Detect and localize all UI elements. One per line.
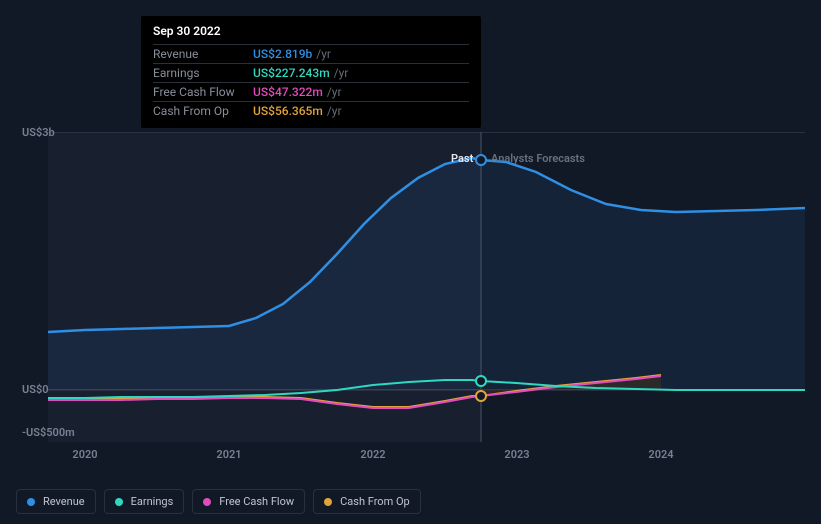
legend-item[interactable]: Earnings <box>104 489 185 514</box>
forecast-label: Analysts Forecasts <box>491 152 585 165</box>
chart-area: US$3b US$0 -US$500m 2020 2021 2022 2023 2024 P… <box>16 120 805 460</box>
y-axis-label: US$0 <box>22 383 49 396</box>
legend-item[interactable]: Cash From Op <box>313 489 421 514</box>
x-axis-label: 2022 <box>360 448 385 461</box>
legend-item[interactable]: Revenue <box>16 489 96 514</box>
chart-svg <box>16 120 805 460</box>
y-axis-label: -US$500m <box>22 426 75 439</box>
tooltip-row-label: Cash From Op <box>153 104 253 118</box>
tooltip-date: Sep 30 2022 <box>153 24 469 38</box>
legend-item[interactable]: Free Cash Flow <box>192 489 305 514</box>
x-axis-label: 2023 <box>504 448 529 461</box>
tooltip-row: RevenueUS$2.819b/yr <box>153 44 469 63</box>
legend-dot-icon <box>115 498 123 506</box>
legend-label: Free Cash Flow <box>219 495 294 508</box>
tooltip-row-value: US$56.365m <box>253 104 323 118</box>
legend-label: Cash From Op <box>340 495 410 508</box>
legend-dot-icon <box>203 498 211 506</box>
tooltip-row: Cash From OpUS$56.365m/yr <box>153 101 469 120</box>
tooltip-row: EarningsUS$227.243m/yr <box>153 63 469 82</box>
legend-label: Revenue <box>43 495 85 508</box>
legend: Revenue Earnings Free Cash Flow Cash From O… <box>16 489 421 514</box>
x-axis-label: 2024 <box>648 448 673 461</box>
tooltip-row-value: US$227.243m <box>253 66 330 80</box>
tooltip-row-unit: /yr <box>327 85 342 99</box>
tooltip-row-value: US$2.819b <box>253 47 312 61</box>
x-axis-label: 2021 <box>216 448 241 461</box>
legend-label: Earnings <box>131 495 174 508</box>
tooltip-row-value: US$47.322m <box>253 85 323 99</box>
legend-dot-icon <box>27 498 35 506</box>
x-axis-label: 2020 <box>72 448 97 461</box>
legend-dot-icon <box>324 498 332 506</box>
tooltip-row-unit: /yr <box>327 104 342 118</box>
tooltip-row: Free Cash FlowUS$47.322m/yr <box>153 82 469 101</box>
past-label: Past <box>451 152 473 165</box>
chart-tooltip: Sep 30 2022 RevenueUS$2.819b/yrEarningsU… <box>141 16 481 128</box>
tooltip-row-unit: /yr <box>334 66 349 80</box>
tooltip-row-label: Earnings <box>153 66 253 80</box>
y-axis-label: US$3b <box>22 126 55 139</box>
tooltip-row-label: Revenue <box>153 47 253 61</box>
tooltip-row-label: Free Cash Flow <box>153 85 253 99</box>
tooltip-row-unit: /yr <box>316 47 331 61</box>
